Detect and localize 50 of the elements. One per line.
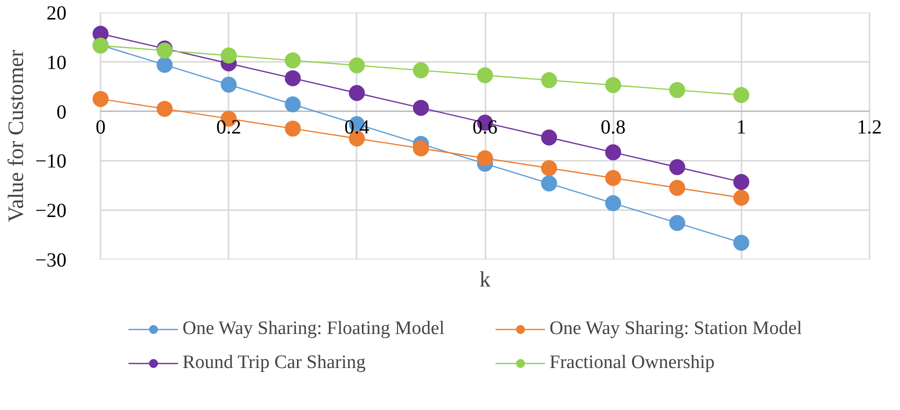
point (733, 174, 750, 190)
point (92, 90, 109, 107)
point (541, 175, 558, 192)
x-tick-label: 0.4 (344, 116, 370, 138)
legend-label: Round Trip Car Sharing (182, 352, 367, 374)
point (284, 120, 301, 137)
x-tick-label: 0.8 (600, 116, 626, 138)
y-axis-title: Value for Customer (3, 49, 28, 222)
point (348, 57, 365, 74)
point (669, 159, 686, 176)
x-axis-title: k (480, 266, 490, 292)
point (284, 70, 301, 86)
y-tick-label: −30 (35, 250, 66, 272)
point (412, 100, 429, 116)
point (412, 62, 429, 78)
point (477, 150, 493, 166)
point (605, 144, 622, 160)
y-tick-label: −10 (35, 150, 66, 173)
point (541, 72, 558, 88)
point (348, 85, 365, 102)
point (284, 96, 301, 112)
point (156, 56, 173, 73)
y-tick-label: −20 (35, 200, 66, 222)
point (605, 195, 622, 212)
y-tick-label: 20 (46, 2, 66, 24)
point (605, 77, 622, 94)
point (541, 129, 558, 146)
y-tick-label: 0 (56, 101, 66, 124)
legend-label: Fractional Ownership (550, 352, 716, 374)
point (733, 190, 750, 206)
point (477, 67, 493, 84)
x-tick-label: 1 (736, 116, 746, 138)
x-tick-label: 0.2 (216, 116, 242, 138)
point (669, 214, 686, 231)
point (605, 170, 622, 186)
legend-label: One Way Sharing: Floating Model (182, 318, 446, 340)
point (156, 100, 173, 117)
x-tick-label: 0 (96, 116, 106, 138)
y-tick-label: 10 (46, 52, 66, 74)
point (220, 76, 237, 93)
point (733, 234, 750, 251)
legend-label: One Way Sharing: Station Model (550, 318, 803, 340)
point (669, 180, 686, 196)
point (220, 47, 237, 64)
point (669, 82, 686, 98)
point (412, 140, 429, 156)
point (541, 160, 558, 176)
point (733, 87, 750, 103)
x-tick-label: 1.2 (856, 116, 882, 138)
point (284, 52, 301, 68)
